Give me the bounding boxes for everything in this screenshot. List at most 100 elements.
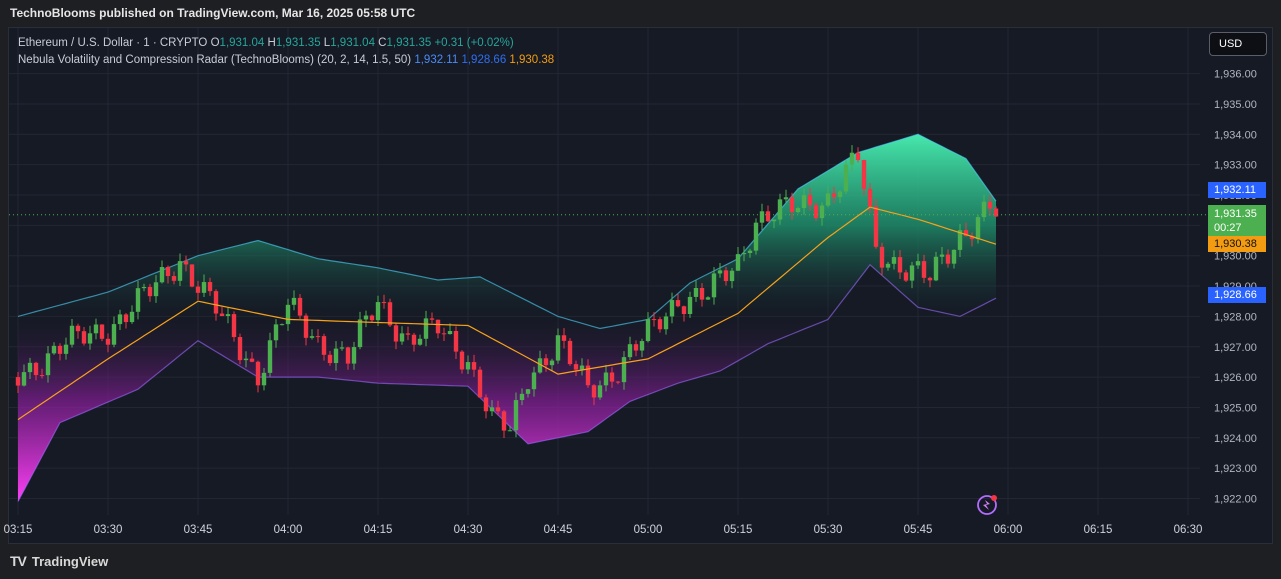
time-tick-label: 04:00 [274,524,303,536]
upper-price-tag: 1,932.11 [1208,182,1266,198]
candle-body [345,347,351,364]
candle-body [549,360,555,366]
candle-body [369,315,375,321]
candle-body [165,267,171,277]
lower-price-tag: 1,928.66 [1208,287,1266,303]
candle-body [849,152,855,165]
candle-body [465,362,471,370]
candle-body [933,256,939,281]
candle-body [447,330,453,335]
candle-body [135,288,141,312]
candle-body [915,261,921,266]
candle-body [39,375,45,377]
candle-body [99,324,105,339]
candle-body [45,353,51,376]
candle-body [567,340,573,365]
symbol-row: Ethereum / U.S. Dollar · 1 · CRYPTO O1,9… [18,35,554,52]
candle-body [153,282,159,297]
candle-body [519,393,525,401]
price-tick-label: 1,928.00 [1214,311,1257,323]
candle-body [15,377,21,386]
change-value: +0.31 (+0.02%) [434,37,514,49]
candle-body [315,336,321,338]
candle-body [213,291,219,314]
indicator-upper-value: 1,932.11 [414,54,459,66]
candle-body [513,400,519,431]
replay-icon[interactable] [977,495,997,515]
candle-body [633,344,639,351]
candle-body [801,195,807,209]
candle-body [243,358,249,361]
candle-body [525,389,531,394]
time-tick-label: 05:45 [904,524,933,536]
candle-body [321,336,327,355]
candle-body [81,331,87,344]
price-tick-label: 1,936.00 [1214,69,1257,81]
candle-body [105,338,111,345]
candle-body [759,211,765,223]
bar-countdown: 00:27 [1214,222,1242,234]
high-value: 1,931.35 [275,37,321,49]
candle-body [813,205,819,219]
candle-body [291,297,297,305]
candle-body [111,324,117,345]
low-label: L [323,37,331,49]
close-label: C [378,37,387,49]
currency-button[interactable]: USD [1209,32,1267,56]
indicator-label[interactable]: Nebula Volatility and Compression Radar … [18,54,412,66]
candle-body [63,344,69,354]
open-value: 1,931.04 [219,37,265,49]
candle-body [195,286,201,293]
last-price-tag: 1,931.35 00:27 [1208,205,1266,237]
price-tick-label: 1,922.00 [1214,494,1257,506]
candle-body [873,206,879,247]
candle-body [555,335,561,361]
candle-body [921,261,927,278]
candle-body [729,270,735,282]
low-value: 1,931.04 [330,37,375,49]
candle-body [909,265,915,281]
candle-body [903,272,909,281]
footer-brand-label: TradingView [31,553,109,569]
candle-body [387,302,393,326]
candle-body [123,314,129,323]
candle-body [159,267,165,283]
candle-body [21,372,27,386]
candle-body [861,160,867,190]
candle-body [537,358,543,373]
price-tick-label: 1,935.00 [1214,99,1257,111]
compression-radar-band [18,134,996,502]
candle-body [57,345,63,354]
price-tick-label: 1,923.00 [1214,463,1257,475]
candle-body [639,341,645,351]
candle-body [351,347,357,364]
candle-body [573,364,579,370]
candle-body [381,302,387,304]
candle-body [717,270,723,274]
candle-body [981,201,987,218]
price-tick-label: 1,927.00 [1214,342,1257,354]
symbol-label[interactable]: Ethereum / U.S. Dollar · 1 · CRYPTO [18,37,208,49]
candle-body [777,199,783,220]
candle-body [147,286,153,297]
candle-body [327,354,333,364]
candle-body [183,261,189,265]
candle-body [411,334,417,345]
candle-body [783,197,789,200]
candle-body [945,254,951,264]
time-tick-label: 04:30 [454,524,483,536]
candle-body [177,261,183,281]
candle-body [453,330,459,352]
candle-body [819,205,825,219]
candle-body [993,208,999,217]
time-axis: 03:15 03:30 03:45 04:00 04:15 04:30 04:45 05:00… [4,524,1203,536]
time-tick-label: 03:45 [184,524,213,536]
candle-body [627,344,633,358]
candle-body [699,287,705,300]
candle-body [621,357,627,383]
footer-brand[interactable]: TV TradingView [10,553,108,569]
candle-body [693,287,699,297]
candle-body [807,195,813,206]
candle-body [393,325,399,342]
